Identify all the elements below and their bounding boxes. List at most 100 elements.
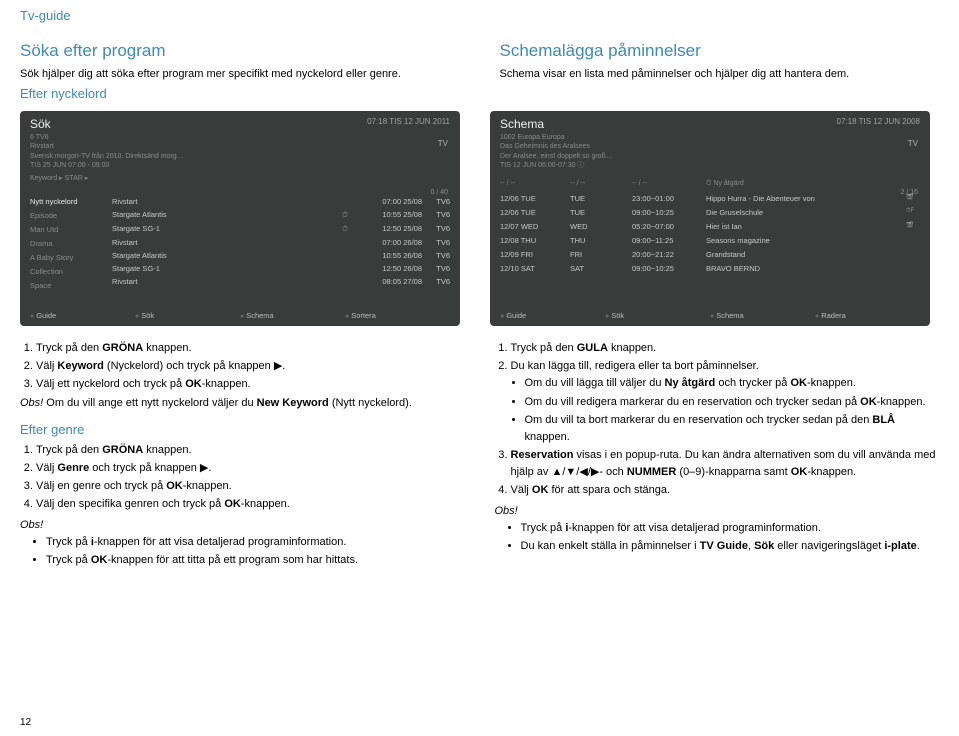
- ss-desc: Svensk morgon-TV från 2010. Direktsänd m…: [30, 152, 450, 161]
- footer-btn[interactable]: Schema: [710, 311, 815, 320]
- list-item: Om du vill lägga till väljer du Ny åtgär…: [525, 375, 940, 392]
- list-item: Välj Keyword (Nyckelord) och tryck på kn…: [36, 358, 465, 375]
- ss-programme: Das Geheimnis des Aralsees: [500, 142, 920, 151]
- sidebar-item[interactable]: A Baby Story: [30, 251, 102, 265]
- ss-sub: 6 TV6 Rivstart Svensk morgon-TV från 201…: [20, 133, 460, 169]
- page-number: 12: [20, 717, 31, 728]
- search-screenshot: Sök 07:18 TIS 12 JUN 2011 6 TV6 Rivstart…: [20, 111, 460, 326]
- after-keyword-heading: Efter nyckelord: [20, 86, 470, 101]
- schedule-intro: Schema visar en lista med påminnelser oc…: [500, 67, 940, 82]
- counter: 2 / 16: [900, 189, 918, 196]
- ss-slot: TIS 12 JUN 06:00-07:30 ⓘ: [500, 161, 920, 170]
- ss-channel: 6 TV6: [30, 133, 450, 142]
- list-item: Tryck på den GULA knappen.: [511, 340, 940, 357]
- result-row[interactable]: Rivstart08:05 27/08TV6: [112, 275, 450, 288]
- bottom-columns: Tryck på den GRÖNA knappen. Välj Keyword…: [20, 340, 939, 570]
- list-item: Välj Genre och tryck på knappen ▶.: [36, 460, 465, 477]
- result-row[interactable]: Stargate SG-1⏱12:50 25/08TV6: [112, 222, 450, 236]
- footer-btn[interactable]: Radera: [815, 311, 920, 320]
- page-header: Tv-guide: [20, 8, 939, 23]
- list-item: Välj ett nyckelord och tryck på OK-knapp…: [36, 376, 465, 393]
- sidebar-item[interactable]: Episode: [30, 209, 102, 223]
- ss-slot: TIS 25 JUN 07:00 - 09:00: [30, 161, 450, 170]
- sub-bullets: Om du vill lägga till väljer du Ny åtgär…: [511, 375, 940, 445]
- ss-header: Sök 07:18 TIS 12 JUN 2011: [20, 111, 460, 133]
- list-item: Du kan enkelt ställa in påminnelser i TV…: [521, 538, 940, 555]
- ss-body: Nytt nyckelord Episode Man Utd Drama A B…: [20, 183, 460, 293]
- list-item: Om du vill ta bort markerar du en reserv…: [525, 412, 940, 446]
- search-intro-col: Söka efter program Sök hjälper dig att s…: [20, 41, 470, 101]
- list-item: Om du vill redigera markerar du en reser…: [525, 394, 940, 411]
- footer-btn[interactable]: Guide: [500, 311, 605, 320]
- sidebar-item[interactable]: Space: [30, 279, 102, 293]
- list-item: Välj den specifika genren och tryck på O…: [36, 496, 465, 513]
- schema-row[interactable]: 12/08 THUTHU09:00~11:25Seasons magazine: [500, 234, 920, 248]
- ss-clock: 07:18 TIS 12 JUN 2011: [367, 117, 450, 131]
- ss-programme: Rivstart: [30, 142, 450, 151]
- tv-label: TV: [908, 139, 918, 148]
- top-columns: Söka efter program Sök hjälper dig att s…: [20, 41, 939, 101]
- result-row[interactable]: Stargate SG-112:50 26/08TV6: [112, 262, 450, 275]
- ss-clock: 07:18 TIS 12 JUN 2008: [837, 117, 920, 131]
- result-list: Rivstart07:00 25/08TV6 Stargate Atlantis…: [108, 187, 460, 293]
- schema-row[interactable]: 12/06 TUETUE23:00~01:00Hippo Hurra - Die…: [500, 192, 920, 206]
- note: Obs! Om du vill ange ett nytt nyckelord …: [20, 395, 465, 412]
- ss-footer: Guide Sök Schema Sortera: [20, 311, 460, 320]
- reminder-steps: Tryck på den GULA knappen. Du kan lägga …: [495, 340, 940, 498]
- footer-btn[interactable]: Guide: [30, 311, 135, 320]
- note-label: Obs!: [495, 503, 940, 520]
- ss-footer: Guide Sök Schema Radera: [490, 311, 930, 320]
- ss-sub: 1002 Europa Europa Das Geheimnis des Ara…: [490, 133, 930, 169]
- schema-row[interactable]: 12/09 FRIFRI20:00~21:22Grandstand: [500, 248, 920, 262]
- result-row[interactable]: Rivstart07:00 26/08TV6: [112, 236, 450, 249]
- ss-header: Schema 07:18 TIS 12 JUN 2008: [490, 111, 930, 133]
- schedule-title: Schemalägga påminnelser: [500, 41, 940, 61]
- list-item: Reservation visas i en popup-ruta. Du ka…: [511, 447, 940, 481]
- ss-title: Schema: [500, 117, 544, 131]
- genre-steps: Tryck på den GRÖNA knappen. Välj Genre o…: [20, 442, 465, 513]
- footer-btn[interactable]: Sortera: [345, 311, 450, 320]
- list-item: Tryck på i-knappen för att visa detaljer…: [46, 534, 465, 551]
- note-list: Tryck på i-knappen för att visa detaljer…: [495, 520, 940, 555]
- schema-row[interactable]: 12/06 TUETUE09:00~10:25Die Gruselschule⏱…: [500, 206, 920, 220]
- result-row[interactable]: Stargate Atlantis⏱10:55 25/08TV6: [112, 208, 450, 222]
- ss-title: Sök: [30, 117, 51, 131]
- tv-label: TV: [438, 139, 448, 148]
- search-title: Söka efter program: [20, 41, 470, 61]
- bottom-left-col: Tryck på den GRÖNA knappen. Välj Keyword…: [20, 340, 465, 570]
- screenshots-row: Sök 07:18 TIS 12 JUN 2011 6 TV6 Rivstart…: [20, 111, 939, 326]
- note-body: Om du vill ange ett nytt nyckelord välje…: [46, 397, 412, 409]
- search-intro: Sök hjälper dig att söka efter program m…: [20, 67, 470, 82]
- list-item: Tryck på den GRÖNA knappen.: [36, 340, 465, 357]
- list-item: Välj OK för att spara och stänga.: [511, 482, 940, 499]
- after-genre-heading: Efter genre: [20, 420, 465, 440]
- list-item: Välj en genre och tryck på OK-knappen.: [36, 478, 465, 495]
- schema-body: -- / ---- / ---- / --⏱ Ny åtgärd 12/06 T…: [490, 170, 930, 276]
- list-item: Tryck på den GRÖNA knappen.: [36, 442, 465, 459]
- footer-btn[interactable]: Schema: [240, 311, 345, 320]
- schedule-intro-col: Schemalägga påminnelser Schema visar en …: [500, 41, 940, 101]
- result-row[interactable]: Rivstart07:00 25/08TV6: [112, 195, 450, 208]
- note-label: Obs!: [20, 397, 43, 409]
- ss-channel: 1002 Europa Europa: [500, 133, 920, 142]
- schedule-screenshot: Schema 07:18 TIS 12 JUN 2008 1002 Europa…: [490, 111, 930, 326]
- keyword-steps: Tryck på den GRÖNA knappen. Välj Keyword…: [20, 340, 465, 393]
- crumb: Keyword ▸ STAR ▸: [20, 174, 460, 183]
- footer-btn[interactable]: Sök: [605, 311, 710, 320]
- schema-row[interactable]: 12/07 WEDWED05:20~07:00Hier ist Ian🎬: [500, 220, 920, 234]
- sidebar-item[interactable]: Drama: [30, 237, 102, 251]
- sidebar-item[interactable]: Nytt nyckelord: [30, 195, 102, 209]
- list-item: Tryck på i-knappen för att visa detaljer…: [521, 520, 940, 537]
- ss-sidebar: Nytt nyckelord Episode Man Utd Drama A B…: [20, 187, 108, 293]
- result-row[interactable]: Stargate Atlantis10:55 26/08TV6: [112, 249, 450, 262]
- bottom-right-col: Tryck på den GULA knappen. Du kan lägga …: [495, 340, 940, 570]
- schema-row[interactable]: 12/10 SATSAT09:00~10:25BRAVO BERND: [500, 262, 920, 276]
- footer-btn[interactable]: Sök: [135, 311, 240, 320]
- schema-head: -- / ---- / ---- / --⏱ Ny åtgärd: [500, 178, 920, 192]
- sidebar-item[interactable]: Collection: [30, 265, 102, 279]
- list-item: Tryck på OK-knappen för att titta på ett…: [46, 552, 465, 569]
- list-item: Du kan lägga till, redigera eller ta bor…: [511, 358, 940, 445]
- sidebar-item[interactable]: Man Utd: [30, 223, 102, 237]
- note-list: Tryck på i-knappen för att visa detaljer…: [20, 534, 465, 569]
- counter: 0 / 40: [430, 189, 448, 196]
